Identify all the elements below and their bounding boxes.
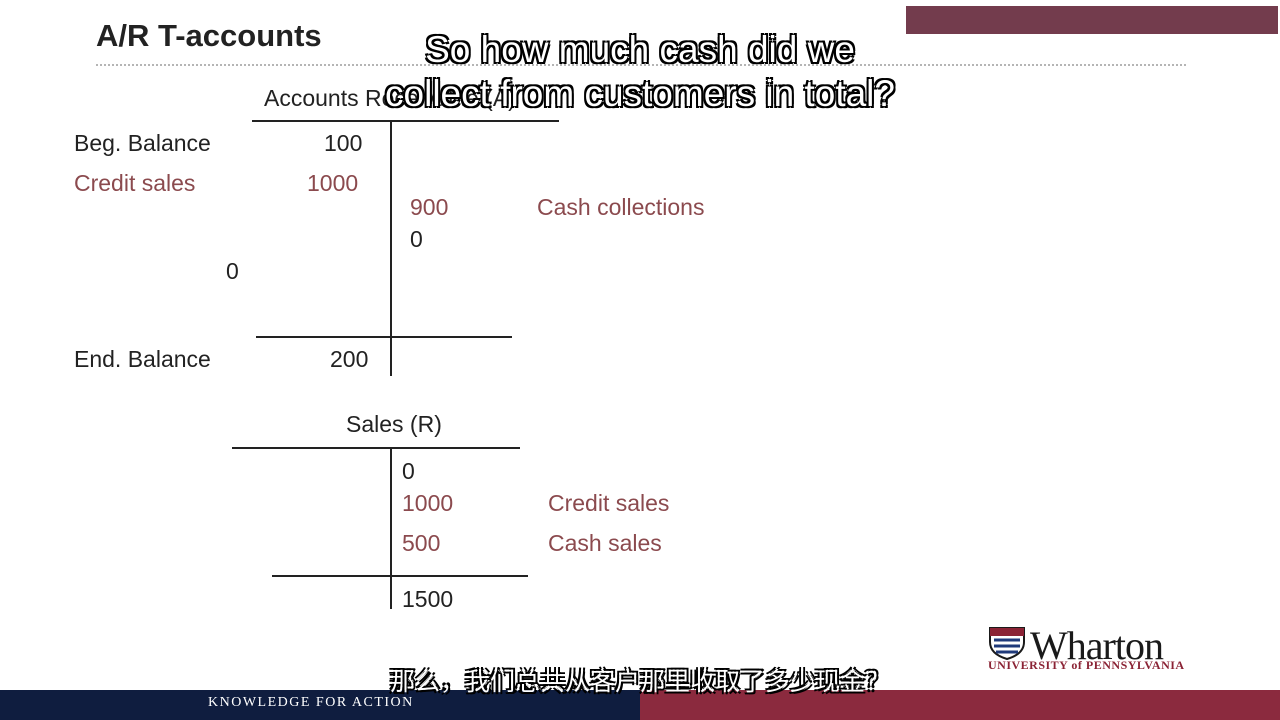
ar-top-rule [252, 120, 559, 122]
sales-top-rule [232, 447, 520, 449]
sales-opening: 0 [402, 458, 415, 484]
slide-title: A/R T-accounts [96, 18, 322, 53]
ar-credit-sales-value: 1000 [307, 170, 359, 196]
sales-credit-label: Credit sales [548, 490, 670, 516]
subtitle-english: So how much cash did we collect from cus… [384, 28, 895, 115]
sales-total-rule [272, 575, 528, 577]
sales-center-rule [390, 447, 392, 609]
ar-cash-collections-label: Cash collections [537, 194, 705, 220]
sales-cash-label: Cash sales [548, 530, 662, 556]
ar-balance-rule [256, 336, 512, 338]
title-divider [96, 64, 1186, 66]
wharton-logo-sub: UNIVERSITY of PENNSYLVANIA [988, 658, 1185, 672]
wharton-shield-icon [988, 626, 1026, 665]
subtitle-chinese: 那么，我们总共从客户那里收取了多少现金？ [389, 667, 890, 696]
ar-end-value: 200 [330, 346, 369, 372]
ar-beg-label: Beg. Balance [74, 130, 211, 156]
ar-center-rule [390, 120, 392, 376]
ar-right-zero: 0 [410, 226, 423, 252]
watermark-block [906, 6, 1278, 34]
sales-total: 1500 [402, 586, 454, 612]
wharton-logo-word: Wharton [1030, 623, 1164, 668]
ar-beg-value: 100 [324, 130, 363, 156]
ar-cash-collections-value: 900 [410, 194, 449, 220]
sales-account-title: Sales (R) [346, 411, 442, 437]
footer-bar-left [0, 690, 640, 720]
ar-account-title: Accounts Receivable (A) [264, 85, 516, 111]
ar-end-label: End. Balance [74, 346, 211, 372]
footer-tagline: KNOWLEDGE FOR ACTION [208, 695, 414, 710]
ar-credit-sales-label: Credit sales [74, 170, 196, 196]
sales-cash-value: 500 [402, 530, 441, 556]
sales-credit-value: 1000 [402, 490, 454, 516]
ar-left-zero: 0 [226, 258, 239, 284]
footer-bar-right [640, 690, 1280, 720]
